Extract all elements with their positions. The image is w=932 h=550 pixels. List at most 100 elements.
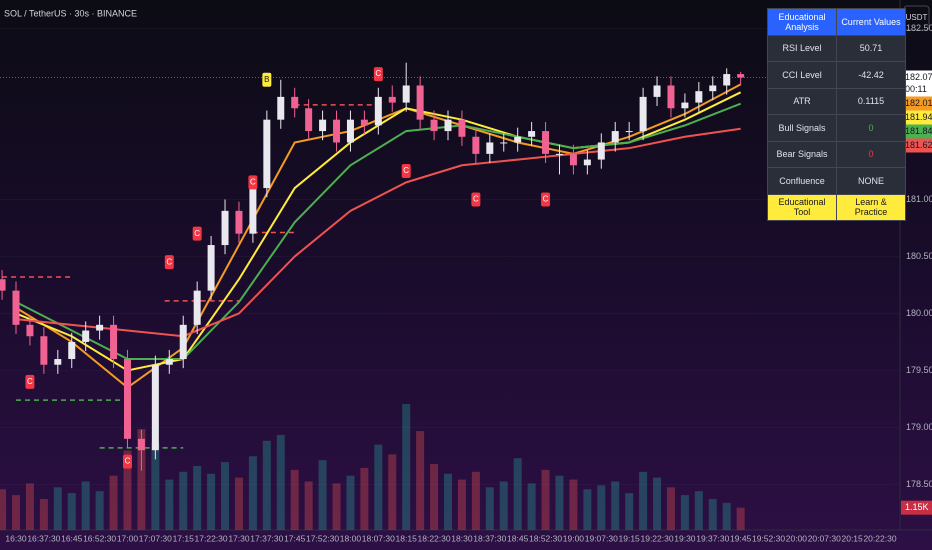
x-tick-label: 20:15 (841, 533, 863, 543)
volume-bar (109, 475, 118, 530)
volume-bar (39, 498, 48, 530)
volume-bar (137, 429, 146, 530)
candle-body (40, 336, 48, 365)
last-price-tag (901, 70, 932, 97)
candle-body (360, 119, 368, 126)
volume-bar (346, 475, 355, 530)
x-tick-label: 20:22:30 (863, 533, 896, 543)
x-tick-label: 19:22:30 (640, 533, 673, 543)
volume-bar (694, 491, 703, 530)
volume-bar (179, 471, 188, 530)
price-tag (901, 138, 932, 153)
volume-bar (708, 498, 717, 530)
x-tick-label: 19:00 (563, 533, 585, 543)
candle-body (416, 85, 424, 120)
signal-marker (471, 192, 481, 207)
y-tick-label: 178.50 (906, 479, 932, 489)
candle-body (82, 330, 90, 342)
volume-bar (67, 493, 76, 530)
volume-bar (499, 481, 508, 530)
price-tag-label: 181.84 (905, 126, 932, 136)
price-tag (901, 96, 932, 111)
signal-label: C (250, 177, 256, 186)
candle-body (625, 131, 633, 133)
volume-bar (234, 477, 243, 530)
x-tick-label: 18:00 (340, 533, 362, 543)
candle-body (472, 136, 480, 154)
x-tick-label: 17:07:30 (139, 533, 172, 543)
volume-bar (485, 487, 494, 530)
candle-body (235, 210, 243, 234)
candle-body (151, 364, 159, 451)
candle-body (737, 74, 745, 78)
signal-label: C (194, 229, 200, 238)
volume-bar (165, 479, 174, 530)
x-tick-label: 18:45 (507, 533, 529, 543)
signal-label: C (375, 69, 381, 78)
signal-label: C (403, 166, 409, 175)
x-tick-label: 19:52:30 (752, 533, 785, 543)
x-tick-label: 20:07:30 (808, 533, 841, 543)
candle-body (305, 108, 313, 132)
candle-body (430, 119, 438, 132)
signal-label: C (166, 257, 172, 266)
volume-bar (207, 473, 216, 530)
volume-bar (611, 481, 620, 530)
candle-body (458, 119, 466, 137)
x-tick-label: 17:30 (228, 533, 250, 543)
price-tag (901, 124, 932, 139)
x-tick-label: 16:30 (5, 533, 27, 543)
volume-bar (318, 460, 327, 530)
candle-body (639, 96, 647, 132)
x-tick-label: 20:00 (786, 533, 808, 543)
candle-body (542, 131, 550, 154)
x-tick-label: 18:07:30 (362, 533, 395, 543)
volume-bar (666, 487, 675, 530)
candle-body (583, 159, 591, 166)
volume-bar (374, 444, 383, 530)
volume-bar (248, 456, 257, 530)
volume-bar (625, 493, 634, 530)
volume-bar (569, 479, 578, 530)
candle-body (277, 96, 285, 120)
volume-bar (360, 467, 369, 530)
candle-body (291, 96, 299, 109)
currency-label[interactable]: USDT (906, 13, 928, 22)
volume-bar (527, 483, 536, 530)
candle-body (709, 85, 717, 92)
signal-label: B (264, 75, 269, 84)
x-tick-label: 19:07:30 (585, 533, 618, 543)
volume-bar (123, 450, 132, 530)
volume-bar (25, 483, 34, 530)
y-tick-label: 182.50 (906, 23, 932, 33)
candle-body (263, 119, 271, 189)
signal-marker (262, 72, 272, 87)
y-tick-label: 179.00 (906, 422, 932, 432)
candle-body (597, 142, 605, 160)
x-tick-label: 18:15 (396, 533, 418, 543)
x-tick-label: 17:22:30 (195, 533, 228, 543)
candle-body (514, 136, 522, 143)
volume-bar (276, 434, 285, 530)
x-tick-label: 17:45 (284, 533, 306, 543)
row-label: ATR (767, 87, 837, 115)
x-tick-label: 18:30 (451, 533, 473, 543)
candle-body (500, 142, 508, 144)
volume-bar (416, 431, 425, 530)
row-label: RSI Level (767, 34, 837, 62)
price-tag (901, 110, 932, 125)
volume-bar (457, 479, 466, 530)
signal-label: C (27, 377, 33, 386)
price-tag-label: 181.94 (905, 112, 932, 122)
x-tick-label: 18:22:30 (418, 533, 451, 543)
x-tick-label: 16:37:30 (27, 533, 60, 543)
x-tick-label: 16:52:30 (83, 533, 116, 543)
candle-body (486, 142, 494, 154)
candle-body (653, 85, 661, 97)
candle-body (374, 96, 382, 126)
signal-marker (25, 374, 35, 389)
signal-label: C (125, 457, 131, 466)
candle-body (528, 131, 536, 137)
volume-bar (402, 403, 411, 530)
candle-body (68, 341, 76, 360)
